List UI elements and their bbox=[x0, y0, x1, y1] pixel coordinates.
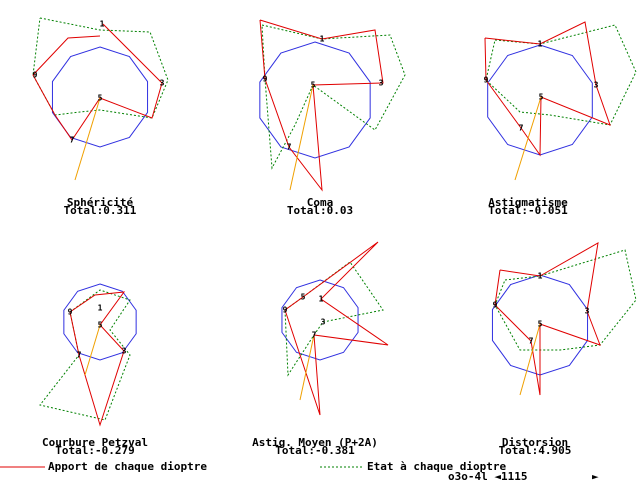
reference-decagon bbox=[51, 46, 149, 148]
node-label: 9 bbox=[484, 76, 489, 85]
panel-total: Total:4.905 bbox=[499, 444, 572, 457]
panel-total: Total:0.03 bbox=[287, 204, 353, 217]
node-label: 1 bbox=[538, 272, 543, 281]
panel-total: Total:0.311 bbox=[64, 204, 137, 217]
chief-ray bbox=[519, 323, 541, 396]
reference-decagon bbox=[63, 283, 137, 361]
chief-ray bbox=[74, 97, 101, 181]
node-label: 1 bbox=[538, 40, 543, 49]
node-label: 3 bbox=[379, 79, 384, 88]
node-label: 5 bbox=[539, 93, 544, 102]
contribution-line bbox=[69, 291, 126, 427]
contribution-line bbox=[494, 242, 601, 396]
node-label: 7 bbox=[312, 331, 317, 340]
node-label: 3 bbox=[321, 318, 326, 327]
node-label: 7 bbox=[519, 124, 524, 133]
node-label: 9 bbox=[33, 71, 38, 80]
node-label: 5 bbox=[98, 321, 103, 330]
node-label: 3 bbox=[160, 79, 165, 88]
reference-decagon bbox=[281, 279, 359, 361]
panel-title: Distorsion bbox=[502, 436, 568, 449]
node-label: 5 bbox=[301, 293, 306, 302]
node-label: 3 bbox=[585, 307, 590, 316]
contribution-line bbox=[484, 21, 611, 157]
contribution-line bbox=[284, 241, 389, 416]
legend-state: Etat à chaque dioptre bbox=[367, 460, 506, 473]
panel-title: Sphéricité bbox=[67, 196, 134, 209]
panel-total: Total:-0.279 bbox=[55, 444, 134, 457]
contribution-line bbox=[32, 23, 163, 141]
panel-title: Coma bbox=[307, 196, 334, 209]
state-line bbox=[485, 24, 637, 126]
node-label: 5 bbox=[98, 94, 103, 103]
reference-decagon bbox=[259, 41, 371, 159]
node-label: 5 bbox=[311, 81, 316, 90]
footer-status: o3o-4l ◄1115 bbox=[448, 470, 527, 480]
node-label: 1 bbox=[98, 304, 103, 313]
legend-contribution: Apport de chaque dioptre bbox=[48, 460, 207, 473]
state-line bbox=[261, 24, 406, 170]
chief-ray bbox=[514, 96, 542, 181]
panel-title: Courbure Petzval bbox=[42, 436, 148, 449]
footer-arrow[interactable]: ► bbox=[592, 470, 599, 480]
state-line bbox=[39, 289, 131, 421]
node-label: 7 bbox=[70, 136, 75, 145]
node-label: 7 bbox=[529, 337, 534, 346]
node-label: 1 bbox=[100, 20, 105, 29]
node-label: 9 bbox=[68, 308, 73, 317]
state-line bbox=[494, 249, 637, 351]
node-label: 3 bbox=[594, 81, 599, 90]
panel-title: Astig. Moyen (P+2A) bbox=[252, 436, 378, 449]
state-line bbox=[284, 261, 384, 377]
node-label: 3 bbox=[122, 347, 127, 356]
chief-ray bbox=[84, 324, 101, 376]
node-label: 9 bbox=[263, 75, 268, 84]
panel-total: Total:-0.051 bbox=[488, 204, 568, 217]
chief-ray bbox=[299, 334, 315, 401]
node-label: 5 bbox=[538, 320, 543, 329]
chief-ray bbox=[289, 84, 314, 191]
node-label: 7 bbox=[77, 351, 82, 360]
node-label: 9 bbox=[493, 301, 498, 310]
contribution-line bbox=[259, 19, 384, 192]
panel-total: Total:-0.381 bbox=[275, 444, 355, 457]
panel-title: Astigmatisme bbox=[488, 196, 568, 209]
node-label: 1 bbox=[319, 295, 324, 304]
node-label: 7 bbox=[287, 143, 292, 152]
node-label: 1 bbox=[320, 35, 325, 44]
node-label: 9 bbox=[283, 306, 288, 315]
